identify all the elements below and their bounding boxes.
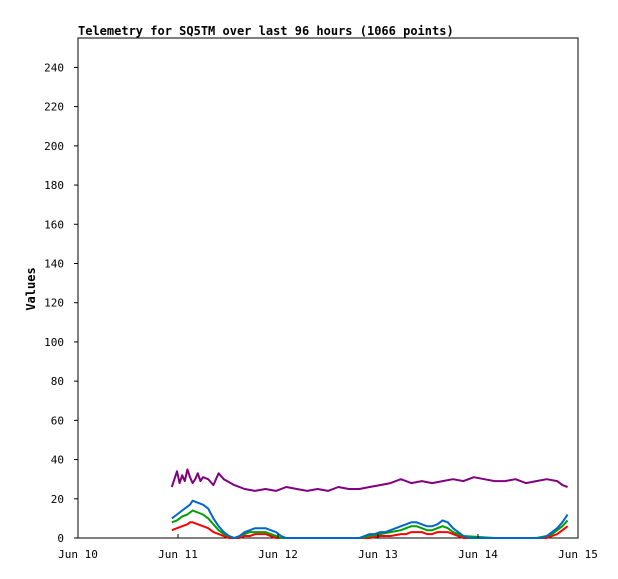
y-tick-label: 120 xyxy=(44,297,64,310)
series-line xyxy=(170,468,568,492)
y-tick-label: 100 xyxy=(44,336,64,349)
x-tick-label: Jun 15 xyxy=(558,548,598,561)
x-tick-label: Jun 11 xyxy=(158,548,198,561)
y-tick-label: 0 xyxy=(57,532,64,545)
y-tick-label: 160 xyxy=(44,218,64,231)
x-tick-label: Jun 10 xyxy=(58,548,98,561)
x-tick-label: Jun 13 xyxy=(358,548,398,561)
x-tick-label: Jun 12 xyxy=(258,548,298,561)
y-tick-label: 40 xyxy=(51,454,64,467)
series-line xyxy=(171,499,569,539)
y-tick-label: 200 xyxy=(44,140,64,153)
y-tick-label: 180 xyxy=(44,179,64,192)
series-layer xyxy=(170,468,569,539)
plot-area xyxy=(77,37,579,539)
x-tick-label: Jun 14 xyxy=(458,548,498,561)
y-tick-label: 140 xyxy=(44,257,64,270)
y-tick-label: 240 xyxy=(44,61,64,74)
axis-layer: 0 20 40 60 80 100 120 140 160 180 200 220 240 Jun 10 J… xyxy=(44,61,598,561)
y-tick-label: 80 xyxy=(51,375,64,388)
y-tick-label: 60 xyxy=(51,414,64,427)
y-tick-label: 220 xyxy=(44,101,64,114)
chart-title: Telemetry for SQ5TM over last 96 hours (… xyxy=(78,24,454,38)
y-tick-label: 20 xyxy=(51,493,64,506)
y-axis-label: Values xyxy=(24,267,38,310)
